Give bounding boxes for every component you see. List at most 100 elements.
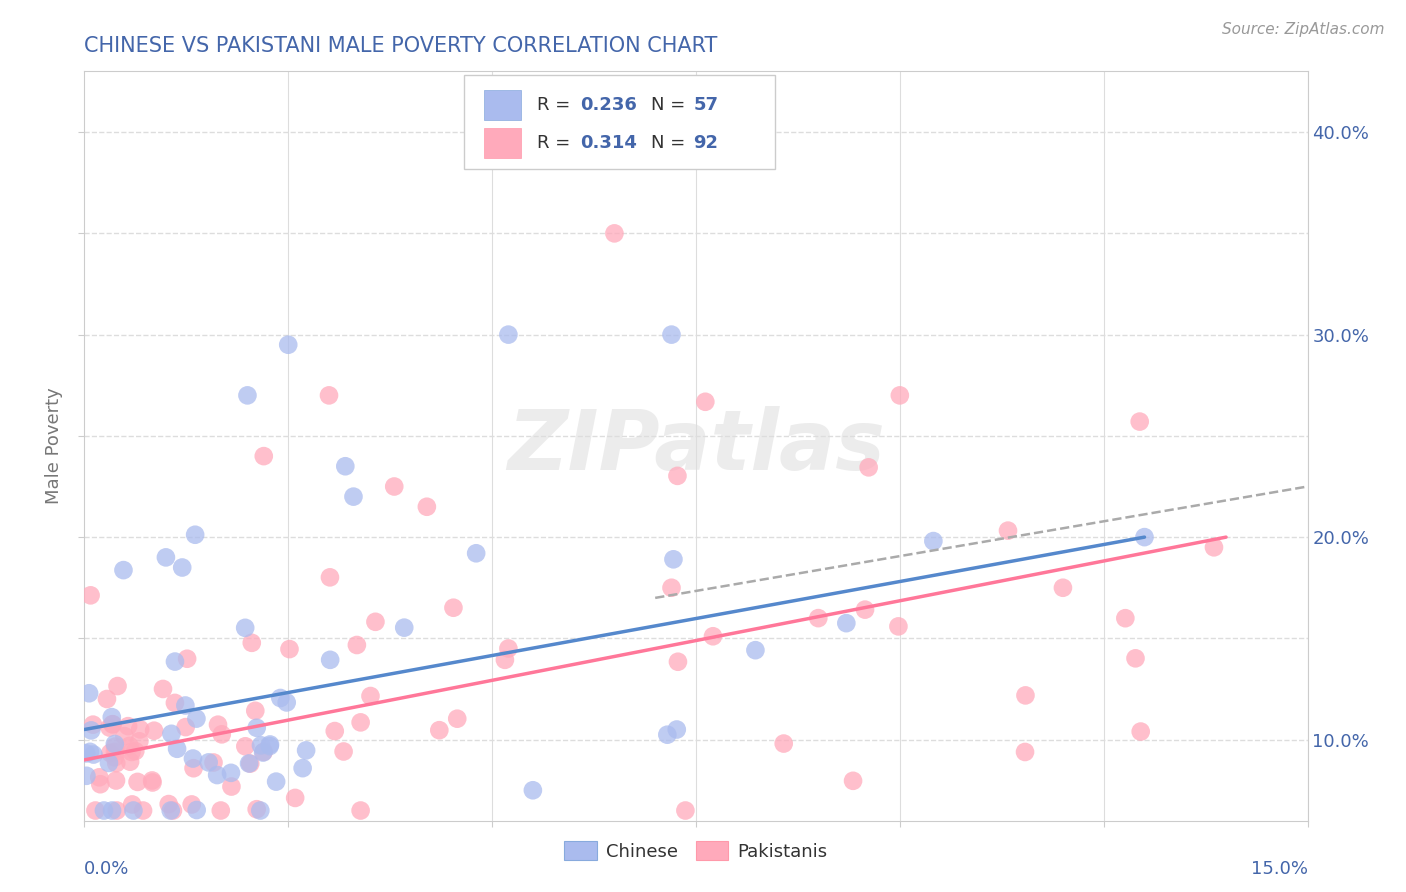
Point [166, 741, 188, 756]
Point [89, 770, 111, 784]
Point [89, 777, 111, 791]
Point [107, 679, 129, 693]
Point [101, 804, 124, 818]
Point [662, 552, 685, 566]
Point [197, 756, 219, 770]
Point [233, 621, 256, 635]
Point [162, 804, 184, 818]
Point [112, 729, 135, 743]
Point [246, 802, 269, 816]
Point [319, 653, 342, 667]
Point [117, 719, 139, 733]
Text: 92: 92 [693, 134, 718, 152]
Text: N =: N = [651, 96, 690, 114]
Point [186, 803, 208, 817]
Point [75, 769, 97, 783]
Point [207, 717, 229, 731]
Point [96, 692, 118, 706]
Text: 0.0%: 0.0% [84, 860, 129, 878]
Point [163, 696, 186, 710]
Point [121, 745, 143, 759]
Point [702, 629, 724, 643]
Point [82, 747, 104, 762]
Point [349, 715, 371, 730]
Point [104, 739, 127, 754]
Point [181, 751, 204, 765]
Text: R =: R = [537, 96, 576, 114]
Point [174, 698, 197, 713]
Point [221, 780, 243, 794]
Point [1133, 530, 1156, 544]
Point [284, 791, 307, 805]
Point [128, 734, 150, 748]
Point [205, 768, 228, 782]
Point [245, 704, 267, 718]
Point [319, 570, 342, 584]
Point [174, 720, 197, 734]
Point [416, 500, 439, 514]
Point [253, 449, 276, 463]
Point [842, 773, 865, 788]
Point [98, 721, 121, 735]
Point [269, 691, 291, 706]
Point [176, 652, 198, 666]
Point [84, 804, 107, 818]
Point [249, 804, 271, 818]
Point [184, 527, 207, 541]
Point [240, 636, 263, 650]
Point [122, 804, 145, 818]
Point [443, 600, 465, 615]
Point [105, 773, 128, 788]
Point [183, 761, 205, 775]
Point [427, 723, 450, 738]
Point [1125, 651, 1147, 665]
Point [661, 581, 683, 595]
FancyBboxPatch shape [484, 90, 522, 120]
Point [152, 681, 174, 696]
Point [253, 745, 276, 759]
FancyBboxPatch shape [484, 128, 522, 158]
Point [172, 560, 194, 574]
Point [498, 641, 520, 656]
Point [101, 717, 124, 731]
Point [346, 638, 368, 652]
Point [101, 710, 124, 724]
Point [236, 388, 259, 402]
Point [155, 550, 177, 565]
Point [93, 804, 115, 818]
Point [997, 524, 1019, 538]
Point [163, 655, 186, 669]
Point [318, 388, 340, 402]
Point [1014, 689, 1036, 703]
Text: N =: N = [651, 134, 690, 152]
Text: 15.0%: 15.0% [1250, 860, 1308, 878]
Point [157, 797, 180, 811]
Point [202, 756, 225, 770]
Point [239, 756, 262, 771]
Point [291, 761, 314, 775]
Point [264, 774, 287, 789]
Point [1052, 581, 1074, 595]
Text: 0.236: 0.236 [579, 96, 637, 114]
Point [233, 739, 256, 754]
Point [807, 611, 830, 625]
Point [105, 804, 128, 818]
Point [97, 756, 120, 770]
FancyBboxPatch shape [464, 75, 776, 169]
Point [79, 588, 101, 602]
Point [104, 750, 127, 764]
Point [238, 756, 260, 771]
Point [105, 756, 128, 771]
Point [673, 804, 696, 818]
Point [112, 563, 135, 577]
Point [259, 738, 281, 752]
Point [129, 723, 152, 737]
Point [666, 468, 689, 483]
Text: 0.314: 0.314 [579, 134, 637, 152]
Point [143, 723, 166, 738]
Point [342, 490, 364, 504]
Point [101, 717, 124, 731]
Point [1114, 611, 1136, 625]
Point [80, 723, 103, 738]
Point [657, 728, 679, 742]
